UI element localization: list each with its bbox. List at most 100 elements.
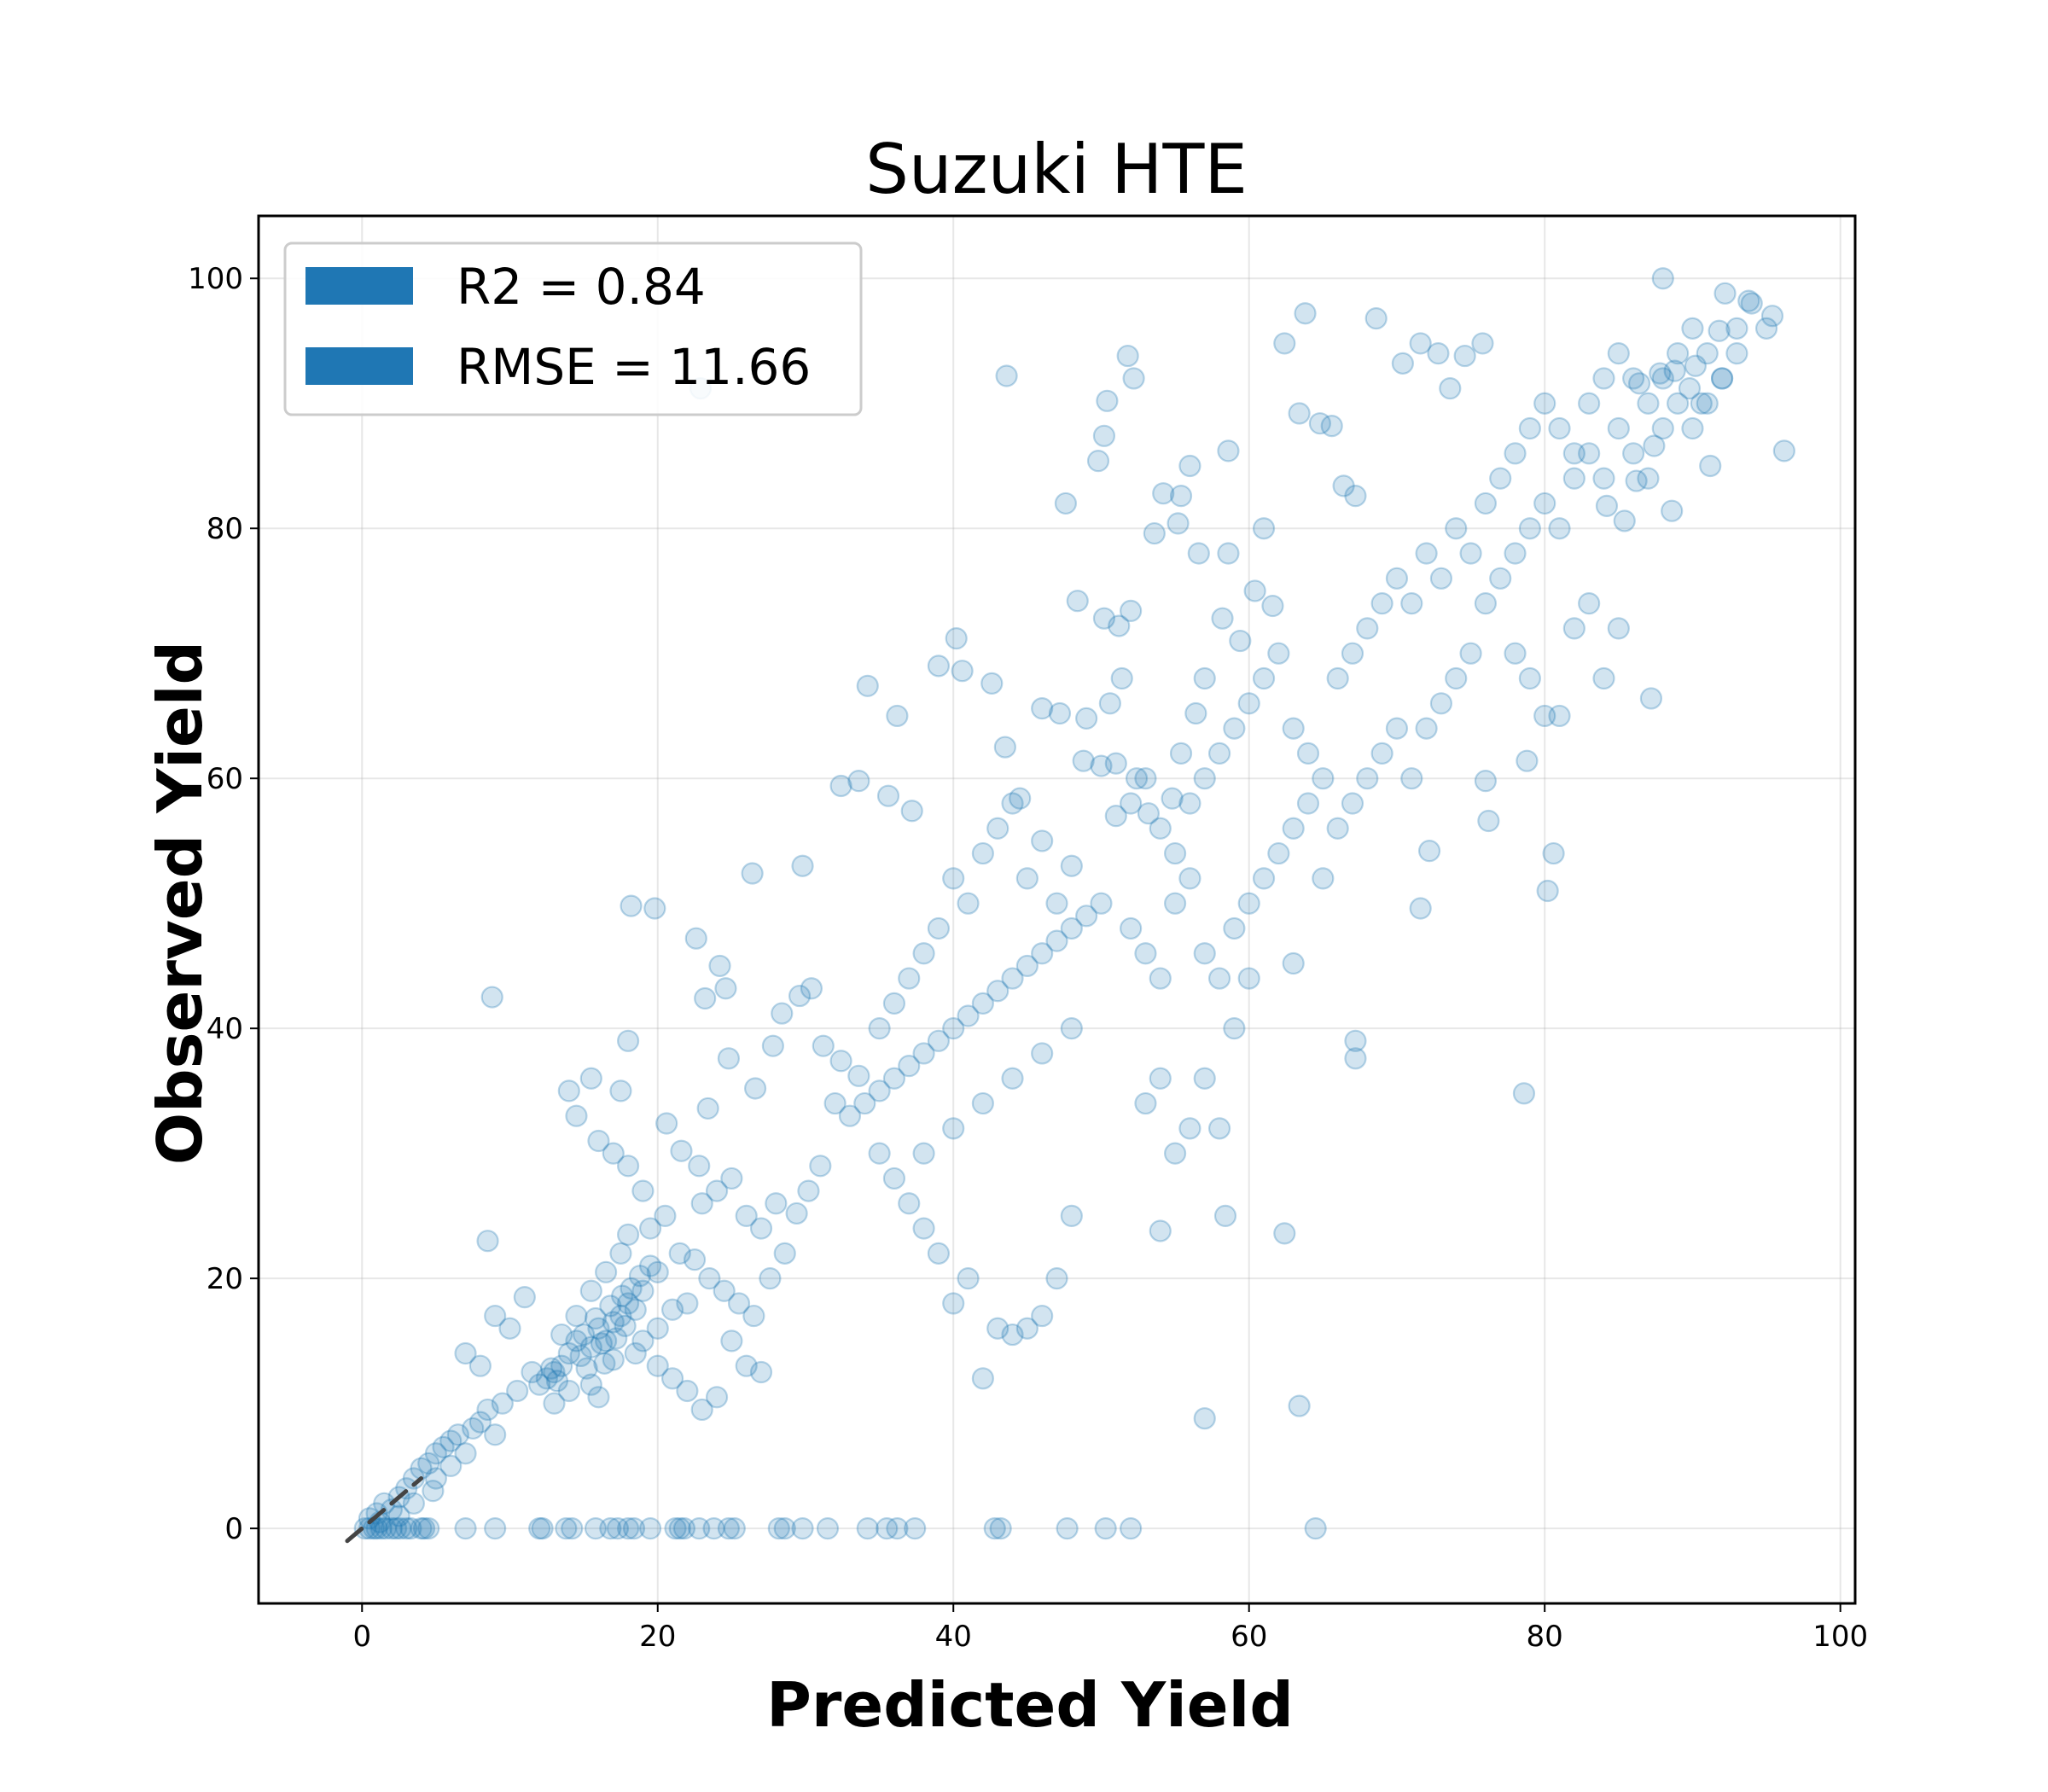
data-point xyxy=(1193,1407,1216,1430)
data-point xyxy=(1223,717,1246,740)
data-point xyxy=(1108,614,1131,637)
data-point xyxy=(912,1217,935,1240)
data-point xyxy=(1096,389,1119,412)
data-point xyxy=(957,1267,980,1290)
data-point xyxy=(1094,1517,1117,1540)
data-point xyxy=(672,1517,696,1540)
data-point xyxy=(1211,607,1234,630)
data-point xyxy=(986,980,1009,1003)
data-point xyxy=(676,1379,699,1403)
data-point xyxy=(599,1295,622,1318)
data-point xyxy=(1086,450,1110,473)
data-point xyxy=(1288,402,1311,425)
data-point xyxy=(847,770,870,793)
chart-title: Suzuki HTE xyxy=(865,130,1248,209)
data-point xyxy=(986,817,1009,840)
data-point xyxy=(1072,749,1095,772)
data-point xyxy=(1548,517,1571,540)
data-point xyxy=(417,1452,440,1475)
data-point xyxy=(395,1517,418,1540)
data-point xyxy=(1104,805,1127,828)
data-point xyxy=(402,1467,426,1490)
data-point xyxy=(614,1314,637,1337)
data-point xyxy=(1015,1317,1039,1340)
data-point xyxy=(605,1327,628,1350)
data-point xyxy=(584,1517,608,1540)
data-point xyxy=(579,1335,602,1359)
data-point xyxy=(1282,951,1305,975)
data-point xyxy=(1542,841,1565,865)
data-point xyxy=(1163,1142,1187,1165)
data-point xyxy=(1710,367,1734,390)
data-point xyxy=(765,1192,788,1215)
data-point xyxy=(670,1139,693,1162)
data-point xyxy=(1060,1017,1083,1040)
data-point xyxy=(1060,854,1083,877)
data-point xyxy=(417,1517,440,1540)
data-point xyxy=(1625,469,1648,492)
data-point xyxy=(1273,332,1296,355)
data-point xyxy=(882,992,906,1015)
data-point xyxy=(611,1284,634,1307)
data-point xyxy=(660,1367,684,1390)
data-point xyxy=(876,1517,899,1540)
data-point xyxy=(942,1017,965,1040)
data-point xyxy=(1713,282,1737,305)
data-point xyxy=(898,1055,921,1078)
data-point xyxy=(1045,929,1068,952)
data-point xyxy=(868,1017,891,1040)
data-point xyxy=(1518,416,1541,440)
data-point xyxy=(1607,342,1630,365)
data-point xyxy=(1045,1267,1068,1290)
data-point xyxy=(898,967,921,990)
data-point xyxy=(646,1354,669,1377)
data-point xyxy=(1536,879,1559,903)
data-point xyxy=(557,1379,580,1403)
data-point xyxy=(1415,542,1438,565)
data-point xyxy=(439,1454,463,1477)
data-point xyxy=(882,1067,906,1090)
data-point xyxy=(638,1254,662,1277)
data-point xyxy=(1237,967,1260,990)
data-point xyxy=(1217,542,1240,565)
x-axis-ticks: 0 20 40 60 80 100 xyxy=(352,1603,1868,1654)
data-point xyxy=(927,1242,951,1265)
data-point xyxy=(696,1097,719,1120)
data-point xyxy=(1296,792,1320,815)
data-point xyxy=(1116,344,1139,368)
data-point xyxy=(1167,512,1190,535)
data-point xyxy=(957,1004,980,1027)
data-point xyxy=(1518,517,1541,540)
data-point xyxy=(702,1517,725,1540)
data-point xyxy=(723,1517,746,1540)
y-tick-label: 100 xyxy=(188,262,243,296)
data-point xyxy=(957,892,980,915)
data-point xyxy=(971,1367,994,1390)
data-point xyxy=(374,1517,398,1540)
x-tick-label: 100 xyxy=(1812,1620,1868,1654)
data-point xyxy=(980,672,1004,695)
data-point xyxy=(1409,332,1432,355)
data-point xyxy=(1651,267,1674,290)
data-point xyxy=(705,1386,729,1409)
data-point xyxy=(749,1360,773,1384)
data-point xyxy=(1149,1219,1172,1242)
data-point xyxy=(587,1386,610,1409)
legend: R2 = 0.84 RMSE = 11.66 xyxy=(283,241,863,416)
data-point xyxy=(688,1517,711,1540)
data-point xyxy=(1229,629,1252,653)
data-point xyxy=(1288,1394,1311,1417)
data-point xyxy=(1193,666,1216,690)
data-point xyxy=(773,1242,796,1265)
data-point xyxy=(624,1341,647,1365)
data-point xyxy=(1149,817,1172,840)
data-point xyxy=(575,1357,598,1380)
data-point xyxy=(410,1517,433,1540)
data-point xyxy=(1031,697,1054,720)
data-point xyxy=(912,1142,935,1165)
data-point xyxy=(528,1517,551,1540)
data-point xyxy=(1370,742,1393,765)
data-point xyxy=(1237,692,1260,715)
data-point xyxy=(1622,442,1645,465)
legend-swatch-rmse xyxy=(305,347,413,385)
